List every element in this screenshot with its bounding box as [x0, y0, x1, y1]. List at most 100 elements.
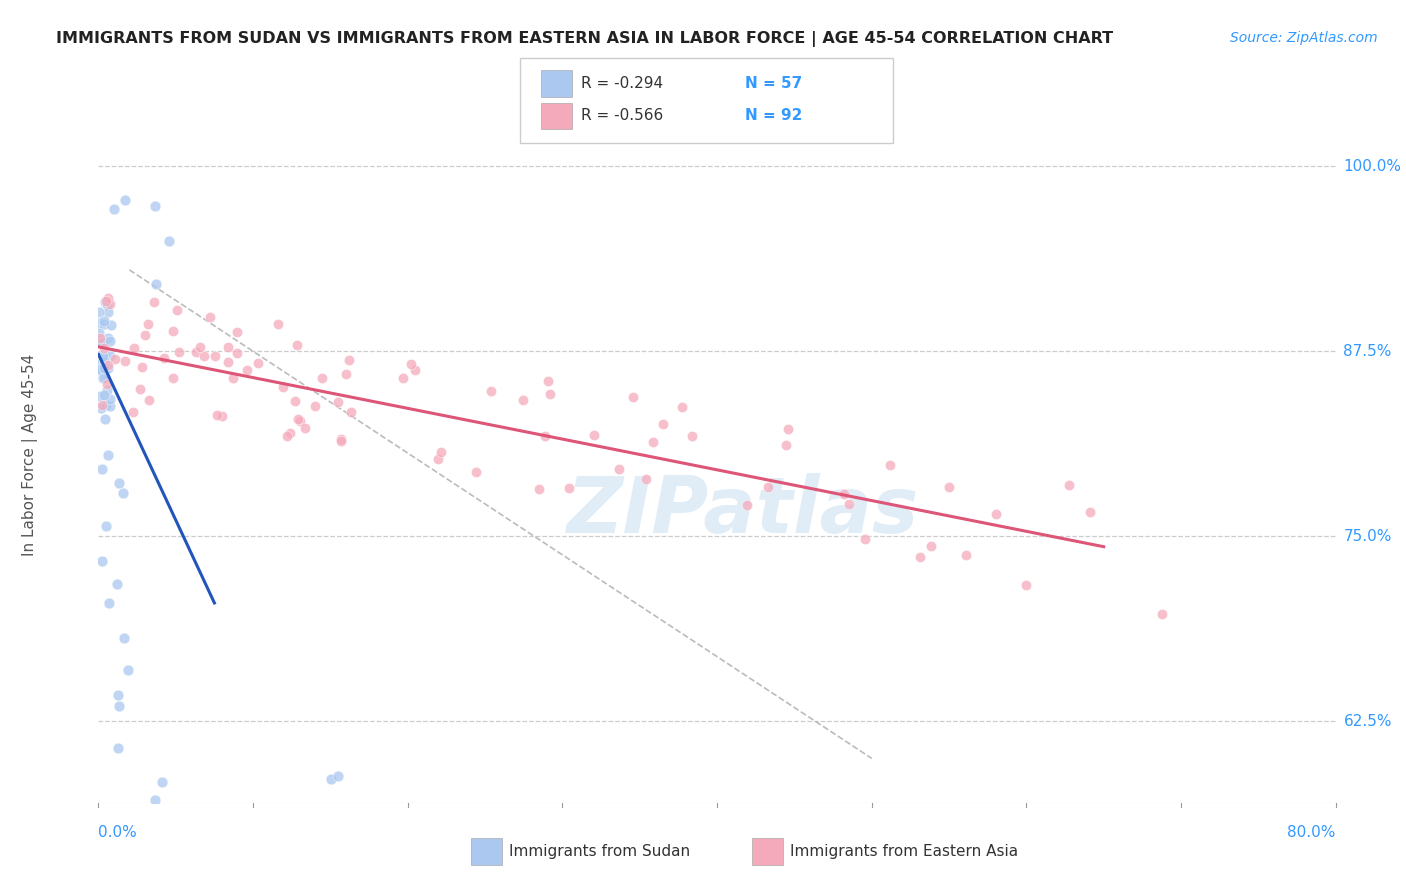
Point	[583, 428, 606, 442]
Point	[427, 452, 450, 467]
Point	[955, 548, 977, 562]
Point	[636, 473, 658, 487]
Point	[287, 411, 309, 425]
Text: IMMIGRANTS FROM SUDAN VS IMMIGRANTS FROM EASTERN ASIA IN LABOR FORCE | AGE 45-54: IMMIGRANTS FROM SUDAN VS IMMIGRANTS FROM…	[56, 31, 1114, 47]
Point	[222, 370, 245, 384]
Point	[681, 429, 703, 443]
Point	[98, 349, 121, 363]
Point	[838, 497, 860, 511]
Point	[114, 193, 136, 207]
Point	[204, 349, 226, 363]
Point	[326, 769, 349, 783]
Point	[278, 425, 301, 440]
Point	[534, 429, 557, 443]
Point	[311, 371, 333, 385]
Point	[122, 342, 145, 356]
Point	[198, 310, 221, 325]
Point	[145, 199, 167, 213]
Point	[775, 438, 797, 452]
Point	[266, 317, 288, 331]
Point	[90, 462, 112, 476]
Point	[138, 392, 160, 407]
Point	[464, 465, 486, 479]
Point	[97, 358, 120, 372]
Point	[111, 486, 134, 500]
Point	[392, 371, 415, 385]
Point	[94, 369, 117, 384]
Point	[529, 483, 551, 497]
Point	[117, 663, 139, 677]
Point	[162, 324, 184, 338]
Point	[641, 435, 664, 450]
Text: N = 57: N = 57	[745, 77, 803, 91]
Point	[273, 380, 295, 394]
Point	[217, 355, 239, 369]
Point	[103, 202, 125, 217]
Point	[97, 305, 120, 319]
Point	[91, 363, 114, 377]
Point	[91, 554, 114, 568]
Point	[91, 335, 114, 350]
Point	[131, 360, 153, 375]
Point	[558, 481, 581, 495]
Point	[536, 374, 558, 388]
Point	[247, 356, 270, 370]
Point	[430, 445, 453, 459]
Point	[651, 417, 673, 431]
Point	[136, 317, 159, 331]
Text: 100.0%: 100.0%	[1344, 159, 1402, 174]
Point	[188, 340, 211, 354]
Point	[832, 486, 855, 500]
Point	[211, 409, 233, 424]
Point	[193, 349, 215, 363]
Point	[90, 355, 112, 369]
Point	[94, 294, 117, 309]
Point	[98, 297, 121, 311]
Point	[91, 349, 114, 363]
Point	[143, 793, 166, 807]
Point	[96, 297, 118, 311]
Point	[288, 414, 311, 428]
Point	[150, 775, 173, 789]
Point	[776, 421, 799, 435]
Point	[89, 331, 111, 345]
Point	[98, 334, 121, 349]
Point	[93, 388, 115, 402]
Point	[621, 391, 644, 405]
Point	[90, 336, 112, 351]
Text: R = -0.294: R = -0.294	[581, 77, 662, 91]
Point	[609, 462, 631, 476]
Point	[94, 398, 117, 412]
Point	[908, 550, 931, 565]
Point	[90, 401, 112, 416]
Point	[87, 363, 110, 377]
Text: Immigrants from Eastern Asia: Immigrants from Eastern Asia	[790, 845, 1018, 859]
Point	[89, 326, 111, 340]
Text: In Labor Force | Age 45-54: In Labor Force | Age 45-54	[22, 354, 38, 556]
Point	[879, 458, 901, 473]
Point	[479, 384, 502, 398]
Point	[98, 399, 121, 413]
Point	[98, 392, 121, 406]
Point	[1152, 607, 1174, 621]
Text: Source: ZipAtlas.com: Source: ZipAtlas.com	[1230, 31, 1378, 45]
Point	[89, 389, 111, 403]
Point	[162, 370, 184, 384]
Text: 62.5%: 62.5%	[1344, 714, 1392, 729]
Point	[97, 360, 120, 375]
Point	[401, 357, 423, 371]
Point	[938, 480, 960, 494]
Point	[97, 331, 120, 345]
Point	[90, 362, 112, 376]
Point	[96, 296, 118, 310]
Point	[93, 349, 115, 363]
Point	[304, 399, 326, 413]
Point	[108, 475, 131, 490]
Point	[329, 434, 352, 448]
Point	[294, 421, 316, 435]
Text: 87.5%: 87.5%	[1344, 343, 1392, 359]
Point	[853, 532, 876, 546]
Point	[96, 383, 118, 397]
Point	[756, 480, 779, 494]
Point	[166, 303, 188, 318]
